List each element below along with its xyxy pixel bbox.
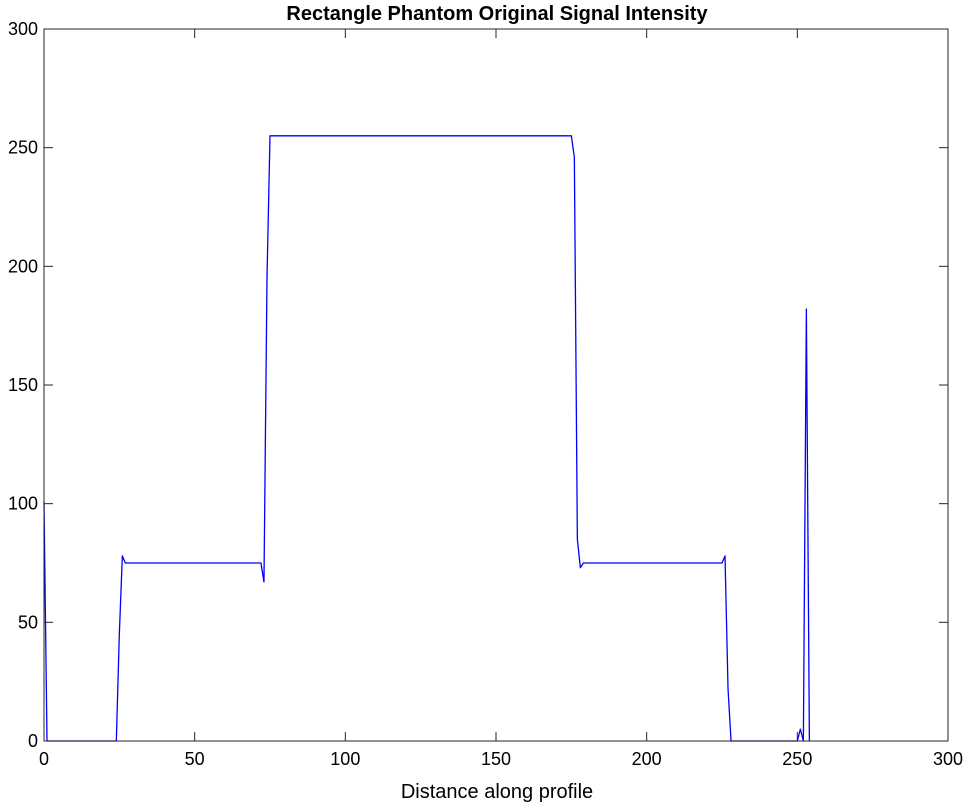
y-tick-label: 0 — [28, 731, 38, 751]
y-tick-label: 200 — [8, 256, 38, 276]
chart-title: Rectangle Phantom Original Signal Intens… — [286, 3, 708, 25]
y-tick-label: 100 — [8, 494, 38, 514]
x-tick-label: 0 — [39, 749, 49, 769]
y-tick-label: 300 — [8, 19, 38, 39]
x-tick-label: 200 — [632, 749, 662, 769]
y-tick-label: 50 — [18, 612, 38, 632]
x-tick-label: 300 — [933, 749, 963, 769]
x-tick-label: 100 — [330, 749, 360, 769]
x-tick-label: 250 — [782, 749, 812, 769]
y-tick-label: 250 — [8, 138, 38, 158]
plot-area — [44, 29, 948, 741]
axis-tick-labels: 0 50 100 150 200 250 300 0 50 100 150 200 250 300 — [8, 19, 963, 769]
x-tick-label: 50 — [185, 749, 205, 769]
x-axis-label: Distance along profile — [401, 781, 593, 803]
x-tick-label: 150 — [481, 749, 511, 769]
y-tick-label: 150 — [8, 375, 38, 395]
axes-box — [43, 28, 949, 742]
